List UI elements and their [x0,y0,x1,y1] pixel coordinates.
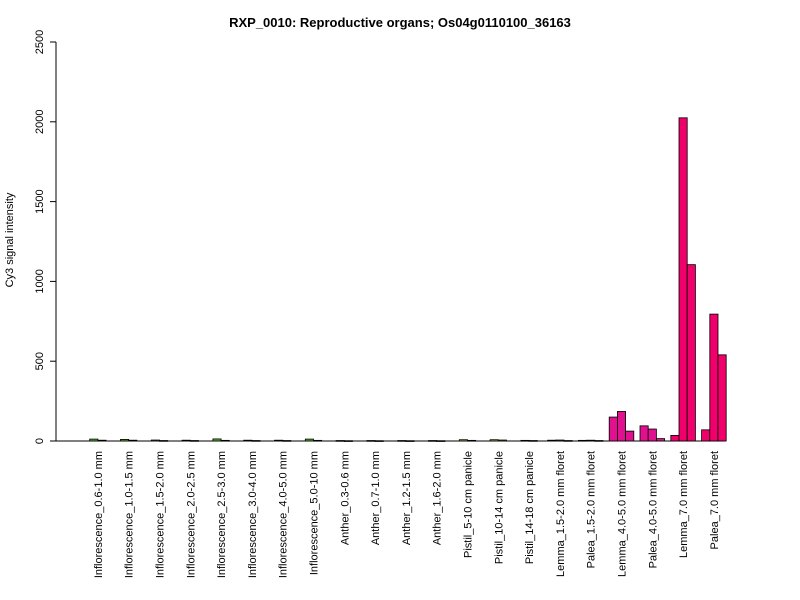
bar [686,264,696,442]
chart-title: RXP_0010: Reproductive organs; Os04g0110… [229,15,571,30]
bar [243,439,253,442]
bar [89,438,99,442]
bar [159,440,169,442]
bar [374,440,384,442]
bar [617,411,627,442]
x-tick-label: Pistil_5-10 cm panicle [463,451,475,558]
bar [678,117,688,442]
bar [212,438,222,442]
bar [489,439,499,442]
x-tick-label: Anther_0.3-0.6 mm [339,451,351,545]
x-tick-label: Palea_1.5-2.0 mm floret [586,451,598,568]
x-tick-label: Anther_1.2-1.5 mm [401,451,413,545]
x-tick-label: Inflorescence_1.5-2.0 mm [155,451,167,578]
bar [150,439,160,442]
x-tick-label: Palea_4.0-5.0 mm floret [647,451,659,568]
x-tick-label: Lemma_4.0-5.0 mm floret [617,451,629,577]
bar [97,439,107,442]
x-tick-label: Inflorescence_0.6-1.0 mm [93,451,105,578]
bar [656,438,666,442]
x-tick-label: Lemma_1.5-2.0 mm floret [555,451,567,577]
y-tick-label: 0 [34,438,46,444]
x-tick-label: Inflorescence_1.0-1.5 mm [124,451,136,578]
bars [89,117,727,442]
x-tick-label: Pistil_10-14 cm panicle [493,451,505,564]
bar [282,440,292,442]
bar [251,440,261,442]
bar [528,440,538,442]
bar [497,439,507,442]
x-tick-label: Inflorescence_4.0-5.0 mm [278,451,290,578]
bar [128,439,138,442]
x-axis-tick-labels: Inflorescence_0.6-1.0 mm Inflorescence_1.… [93,451,721,578]
y-tick-label: 2000 [34,110,46,134]
bar [428,440,438,442]
x-tick-label: Inflorescence_5.0-10 mm [309,451,321,575]
bar [639,425,649,442]
bar [220,439,230,442]
bar [701,429,711,442]
bar [647,428,657,442]
bar [366,440,376,442]
x-tick-label: Palea_7.0 mm floret [709,451,721,549]
bar [625,430,635,442]
y-tick-label: 1500 [34,189,46,213]
bar [343,440,353,442]
bar [578,439,588,442]
x-tick-label: Anther_0.7-1.0 mm [370,451,382,545]
x-tick-label: Anther_1.6-2.0 mm [432,451,444,545]
bar [120,438,130,442]
bar [274,439,284,442]
bar [555,439,565,442]
bar [304,438,314,442]
bar [709,313,719,442]
bar [717,354,727,442]
bar [608,416,618,442]
y-axis-ticks: 0 500 1000 1500 2000 2500 [34,30,56,444]
y-tick-label: 1000 [34,269,46,293]
x-tick-label: Lemma_7.0 mm floret [678,451,690,558]
y-tick-label: 500 [34,352,46,370]
x-tick-label: Inflorescence_2.5-3.0 mm [216,451,228,578]
x-tick-label: Inflorescence_3.0-4.0 mm [247,451,259,578]
bar [313,439,323,442]
y-tick-label: 2500 [34,30,46,54]
bar [586,439,596,442]
bar [467,439,477,442]
bar [405,440,415,442]
bar [397,440,407,442]
x-tick-label: Inflorescence_2.0-2.5 mm [185,451,197,578]
y-axis-label: Cy3 signal intensity [4,192,16,287]
bar [335,440,345,442]
bar [520,439,530,442]
bar [436,440,446,442]
bar [563,440,573,442]
bar [670,435,680,442]
bar [181,439,191,442]
bar [189,440,199,442]
bar [458,439,468,442]
x-tick-label: Pistil_14-18 cm panicle [524,451,536,564]
bar [547,439,557,442]
bar [594,440,604,442]
